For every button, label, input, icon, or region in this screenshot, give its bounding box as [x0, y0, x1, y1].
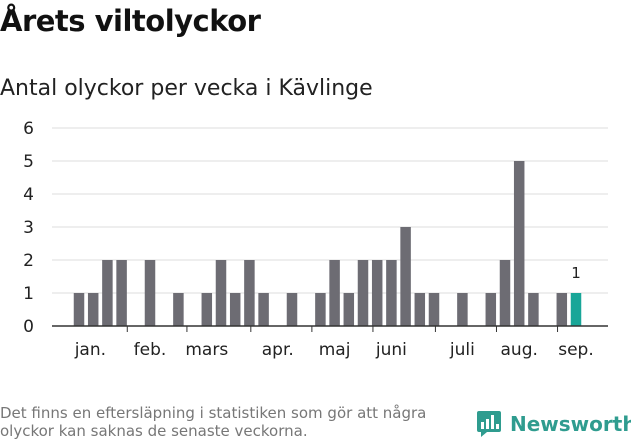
bar [485, 293, 497, 326]
y-tick-label: 5 [23, 152, 34, 172]
bar-chart: 0 1 2 3 4 5 6 1 jan. feb. mars apr. maj juni juli aug… [23, 119, 608, 360]
bar [428, 293, 440, 326]
x-tick-label: feb. [134, 340, 167, 360]
bar [343, 293, 355, 326]
chart-subtitle: Antal olyckor per vecka i Kävlinge [0, 76, 373, 101]
x-tick-label: sep. [558, 340, 594, 360]
bar [528, 293, 539, 326]
bars: 1 [73, 161, 582, 326]
bar [258, 293, 269, 326]
bar-chart-speech-bubble-icon [477, 411, 501, 437]
bar [102, 260, 113, 326]
x-tick-label: juni [375, 340, 407, 360]
x-tick-label: mars [185, 340, 228, 360]
bar [386, 260, 397, 326]
bar [286, 293, 298, 326]
x-tick-label: aug. [501, 340, 538, 360]
bar [499, 260, 511, 326]
bar [144, 260, 156, 326]
bar [244, 260, 255, 326]
footnote: Det finns en eftersläpning i statistiken… [0, 404, 427, 440]
y-tick-label: 2 [23, 251, 34, 271]
y-tick-label: 6 [23, 119, 34, 139]
bar [87, 293, 99, 326]
x-tick-label: jan. [74, 340, 106, 360]
y-tick-label: 0 [23, 317, 34, 337]
bar [329, 260, 340, 326]
y-tick-label: 3 [23, 218, 34, 238]
bar [73, 293, 85, 326]
x-tick-label: apr. [262, 340, 294, 360]
bar [201, 293, 213, 326]
bar [371, 260, 383, 326]
bar [116, 260, 127, 326]
bar [173, 293, 184, 326]
bar [215, 260, 227, 326]
y-axis-ticks: 0 1 2 3 4 5 6 [23, 119, 34, 337]
brand-logo[interactable]: Newsworthy [476, 409, 631, 439]
x-tick-label: maj [319, 340, 351, 360]
bar [400, 227, 411, 326]
bar [457, 293, 468, 326]
bar-data-label: 1 [571, 264, 581, 282]
x-axis-ticks: jan. feb. mars apr. maj juni juli aug. sep. [74, 326, 594, 360]
bar [357, 260, 369, 326]
y-tick-label: 4 [23, 185, 34, 205]
bar [315, 293, 326, 326]
chart-title: Årets viltolyckor [0, 4, 261, 38]
bar-highlight [570, 293, 582, 326]
x-tick-label: juli [449, 340, 475, 360]
bar [414, 293, 426, 326]
bar [556, 293, 568, 326]
brand-name: Newsworthy [510, 412, 631, 436]
bar [513, 161, 525, 326]
bar [229, 293, 241, 326]
y-tick-label: 1 [23, 284, 34, 304]
